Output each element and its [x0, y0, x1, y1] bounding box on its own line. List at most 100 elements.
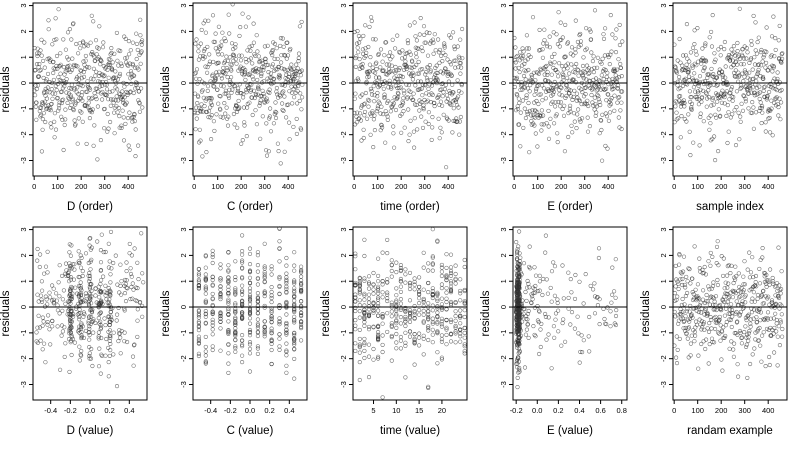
data-point [747, 70, 752, 75]
data-point [68, 277, 73, 282]
data-point [299, 338, 304, 343]
data-point [705, 299, 710, 304]
data-point [686, 266, 691, 271]
data-point [68, 330, 73, 335]
data-point [66, 95, 71, 100]
data-point [674, 117, 679, 122]
data-point [389, 268, 394, 274]
data-point [131, 73, 136, 78]
data-point [361, 127, 366, 132]
data-point [430, 340, 435, 345]
data-point [676, 145, 681, 150]
data-point [208, 115, 213, 120]
data-point [282, 94, 287, 99]
data-point [592, 311, 598, 316]
y-tick-label: 3 [339, 227, 348, 231]
data-point [44, 297, 49, 302]
data-point [95, 239, 100, 244]
data-point [707, 321, 712, 326]
data-point [352, 29, 357, 35]
data-point [371, 346, 376, 352]
data-point [555, 300, 560, 306]
data-point [380, 321, 385, 326]
data-point [681, 319, 686, 324]
x-tick-label: 0.4 [574, 406, 584, 415]
data-point [524, 95, 529, 100]
data-point [357, 57, 362, 62]
data-point [524, 327, 529, 332]
data-point [412, 304, 417, 309]
data-point [711, 102, 716, 107]
data-point [453, 318, 458, 323]
data-point [233, 329, 238, 334]
data-point [418, 16, 423, 21]
data-point [299, 310, 304, 315]
data-point [727, 307, 732, 312]
data-point [210, 323, 215, 328]
data-point [430, 289, 435, 294]
data-point [257, 59, 262, 64]
data-point [744, 344, 749, 349]
data-point [692, 61, 697, 66]
data-point [537, 309, 542, 314]
data-point [613, 257, 618, 262]
data-point [773, 86, 778, 91]
data-point [679, 114, 684, 119]
data-point [211, 119, 216, 124]
data-point [218, 316, 223, 321]
data-point [229, 41, 235, 46]
data-point [267, 90, 272, 95]
data-point [462, 264, 467, 270]
data-point [389, 324, 394, 329]
data-point [41, 319, 46, 324]
data-point [518, 274, 523, 279]
data-point [55, 81, 60, 87]
data-point [262, 331, 267, 337]
x-axis-label: D (value) [67, 425, 114, 437]
data-point [255, 323, 260, 328]
data-point [381, 81, 386, 86]
data-point [674, 361, 680, 366]
data-point [522, 365, 528, 370]
data-point [106, 374, 111, 379]
data-point [563, 22, 568, 27]
data-point [371, 324, 376, 329]
data-point [108, 341, 113, 346]
data-point [738, 83, 743, 88]
data-point [706, 88, 711, 93]
data-point [600, 158, 605, 163]
data-point [777, 80, 782, 85]
data-point [723, 280, 728, 285]
data-point [764, 284, 769, 289]
data-point [68, 275, 73, 280]
data-point [113, 69, 118, 74]
data-point [114, 384, 120, 389]
data-point [360, 65, 365, 70]
data-point [453, 58, 458, 63]
data-point [115, 77, 120, 82]
data-point [376, 330, 381, 335]
data-point [118, 283, 123, 288]
data-point [136, 143, 141, 148]
data-point [77, 109, 83, 114]
data-point [515, 106, 520, 111]
data-point [233, 349, 238, 354]
data-point [84, 294, 89, 299]
data-point [448, 288, 454, 294]
data-point [403, 267, 408, 272]
data-point [735, 62, 740, 67]
data-point [262, 241, 267, 246]
data-point [60, 98, 65, 103]
data-point [126, 143, 131, 148]
data-point [415, 46, 420, 51]
data-point [93, 94, 98, 99]
data-point [99, 232, 104, 237]
data-point [696, 366, 701, 371]
data-point [299, 282, 304, 287]
data-point [89, 257, 94, 262]
data-point [747, 328, 752, 334]
data-point [752, 307, 757, 312]
y-tick-label: 1 [19, 55, 28, 59]
y-tick-label: -1 [339, 330, 348, 337]
data-point [389, 300, 394, 305]
